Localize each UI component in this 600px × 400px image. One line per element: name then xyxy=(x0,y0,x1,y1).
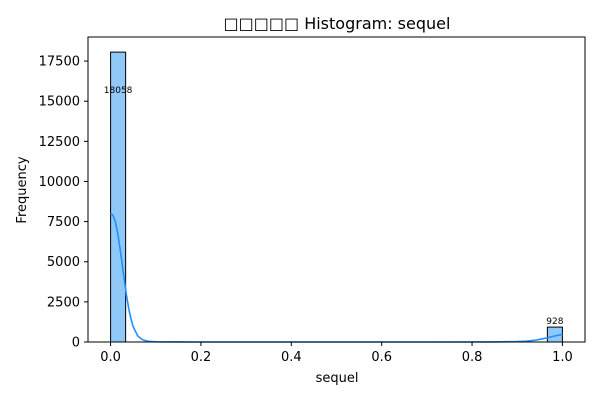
plot-area: 18058 928 0.0 0.2 0.4 0.6 0.8 1.0 0 2500 5000 7500 1… xyxy=(39,36,586,365)
y-tick-label: 10000 xyxy=(39,175,80,190)
chart-title: □□□□□ Histogram: sequel xyxy=(224,14,451,33)
x-tick-label: 0.4 xyxy=(281,350,302,365)
x-axis-label: sequel xyxy=(316,371,359,386)
x-tick-label: 0.8 xyxy=(462,350,483,365)
x-tick-label: 0.6 xyxy=(371,350,392,365)
y-tick-label: 12500 xyxy=(39,135,80,150)
bar-count-label: 928 xyxy=(546,317,563,327)
x-tick-label: 0.2 xyxy=(191,350,212,365)
y-tick-label: 17500 xyxy=(39,55,80,70)
y-tick-label: 5000 xyxy=(47,255,80,270)
x-tick-label: 1.0 xyxy=(552,350,573,365)
plot-frame xyxy=(87,36,586,343)
y-axis-label: Frequency xyxy=(15,156,30,223)
x-tick-label: 0.0 xyxy=(100,350,121,365)
y-tick-label: 15000 xyxy=(39,95,80,110)
y-tick-label: 2500 xyxy=(47,295,80,310)
y-tick-label: 7500 xyxy=(47,215,80,230)
y-tick-label: 0 xyxy=(72,336,80,351)
bar-count-label: 18058 xyxy=(104,86,133,96)
kde-curve xyxy=(110,212,563,343)
